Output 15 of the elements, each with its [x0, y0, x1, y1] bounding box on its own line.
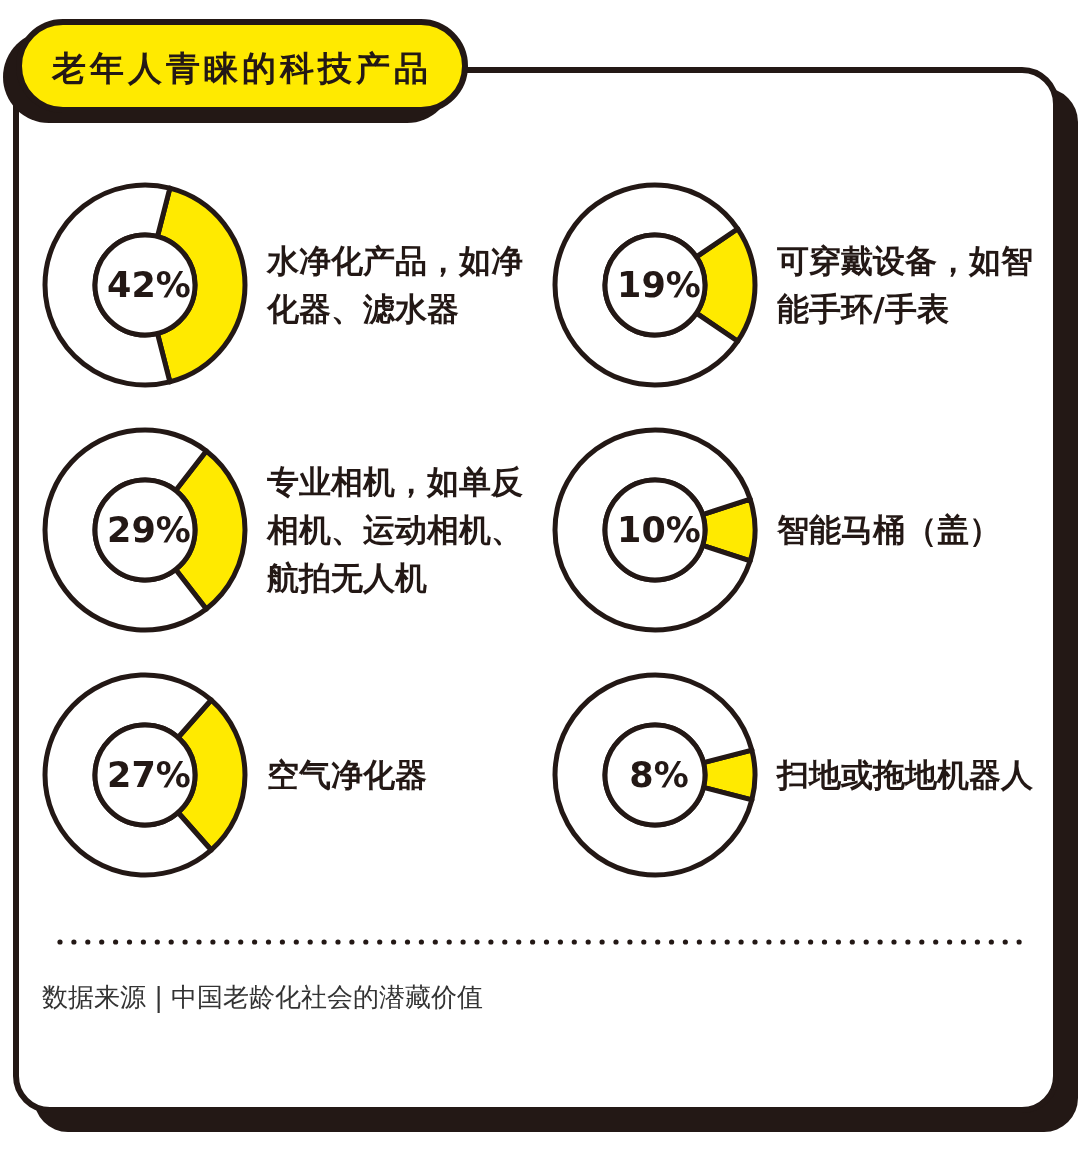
text: 老年人青睐的科技产品 — [51, 48, 432, 88]
slice-label: 扫地或拖地机器人 — [775, 756, 1034, 794]
data-label: 27% — [107, 755, 191, 795]
slice-label: 空气净化器 — [267, 756, 427, 794]
source-note: 数据来源 | 中国老龄化社会的潜藏价值 — [42, 982, 484, 1013]
data-label: 19% — [617, 265, 701, 305]
data-label: 10% — [617, 510, 701, 550]
slice-label: 水净化产品，如净化器、滤水器 — [266, 242, 523, 328]
data-label: 8% — [629, 755, 689, 795]
data-label: 42% — [107, 265, 191, 305]
slice-label: 可穿戴设备，如智能手环/手表 — [776, 242, 1033, 328]
slice-label: 专业相机，如单反相机、运动相机、航拍无人机 — [266, 463, 523, 597]
data-label: 29% — [107, 510, 191, 550]
donut-slice — [552, 672, 755, 878]
slice-label: 智能马桶（盖） — [776, 511, 1001, 549]
